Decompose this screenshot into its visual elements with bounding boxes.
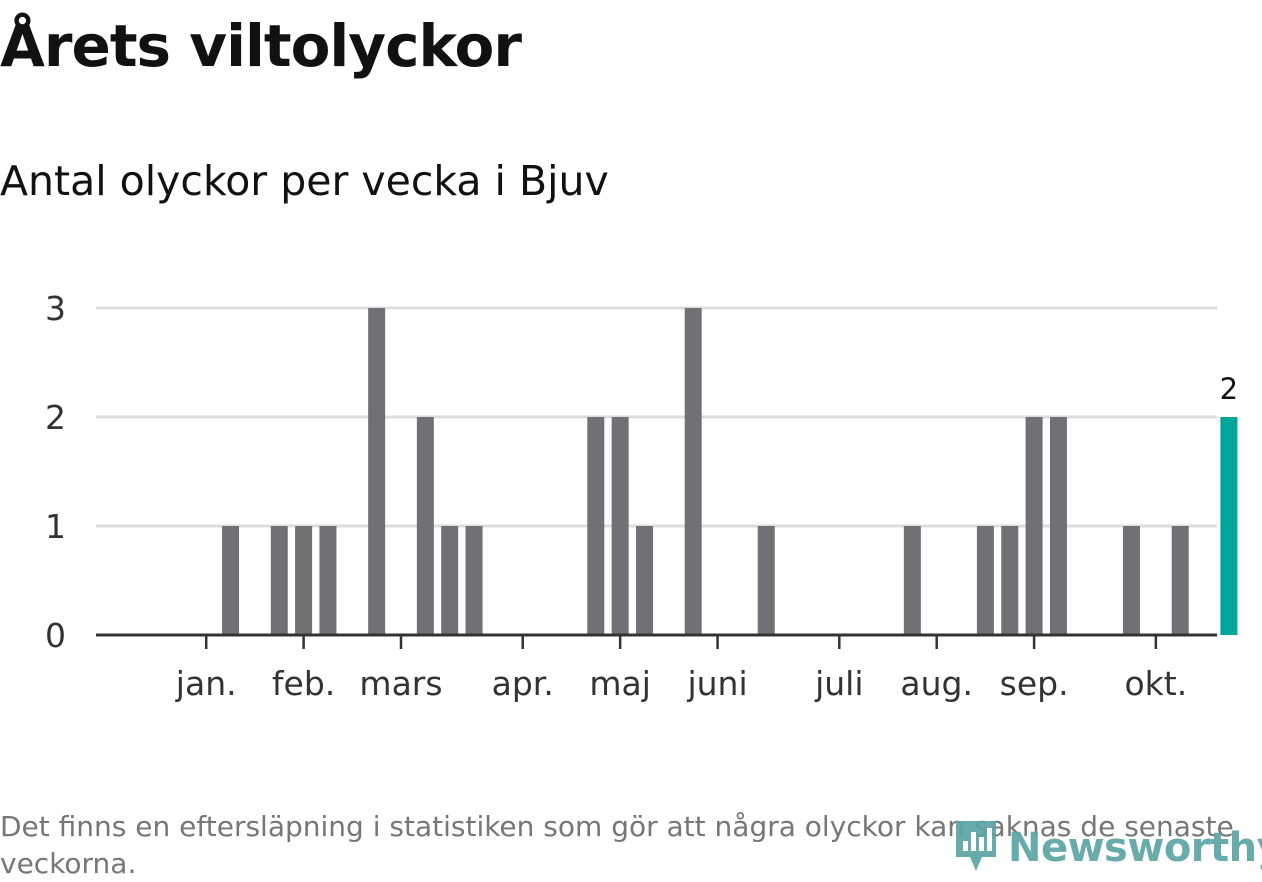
bar xyxy=(611,417,629,635)
bar xyxy=(319,526,337,635)
gridlines xyxy=(96,306,1217,528)
bars xyxy=(222,308,1238,635)
bar xyxy=(636,526,653,635)
footnote: Det finns en eftersläpning i statistiken… xyxy=(0,810,1234,880)
bar xyxy=(587,417,605,635)
bar xyxy=(1171,526,1189,635)
brand-logo: Newsworthy xyxy=(952,818,1262,878)
bar xyxy=(222,526,240,635)
bar xyxy=(416,417,434,635)
bar xyxy=(465,526,483,635)
bar xyxy=(1123,526,1140,635)
bar xyxy=(270,526,288,635)
chart-subtitle: Antal olyckor per vecka i Bjuv xyxy=(0,157,609,205)
chart-title: Årets viltolyckor xyxy=(0,12,522,80)
bar-highlight xyxy=(1220,417,1238,635)
bar xyxy=(1049,417,1067,635)
x-tick-label: jan. xyxy=(175,664,237,703)
brand-name: Newsworthy xyxy=(1008,825,1262,871)
x-tick-label: apr. xyxy=(492,664,554,703)
bar-chart: 0 1 2 3 jan. feb. mars apr. maj juni juli aug. sep. o… xyxy=(45,289,1238,703)
x-tick-label: feb. xyxy=(272,664,335,703)
x-tick-label: juli xyxy=(814,664,863,703)
bar xyxy=(441,526,459,635)
newsworthy-logo-icon xyxy=(952,817,1000,879)
bar xyxy=(976,526,994,635)
bar xyxy=(1025,417,1043,635)
labels: 0 1 2 3 jan. feb. mars apr. maj juni juli aug. sep. o… xyxy=(45,289,1238,703)
bar xyxy=(1001,526,1019,635)
bar xyxy=(368,308,386,635)
bar xyxy=(903,526,921,635)
y-tick-label: 0 xyxy=(45,616,66,655)
bar xyxy=(757,526,775,635)
x-tick-label: aug. xyxy=(900,664,973,703)
x-tick-label: mars xyxy=(359,664,442,703)
y-tick-label: 1 xyxy=(45,507,66,546)
x-axis xyxy=(96,633,1217,649)
bar xyxy=(295,526,313,635)
x-tick-label: sep. xyxy=(1000,664,1069,703)
x-tick-label: juni xyxy=(686,664,747,703)
data-label: 2 xyxy=(1220,372,1238,406)
x-tick-label: maj xyxy=(589,664,651,703)
bar xyxy=(684,308,702,635)
x-tick-label: okt. xyxy=(1124,664,1187,703)
y-tick-label: 3 xyxy=(45,289,66,328)
y-tick-label: 2 xyxy=(45,398,66,437)
